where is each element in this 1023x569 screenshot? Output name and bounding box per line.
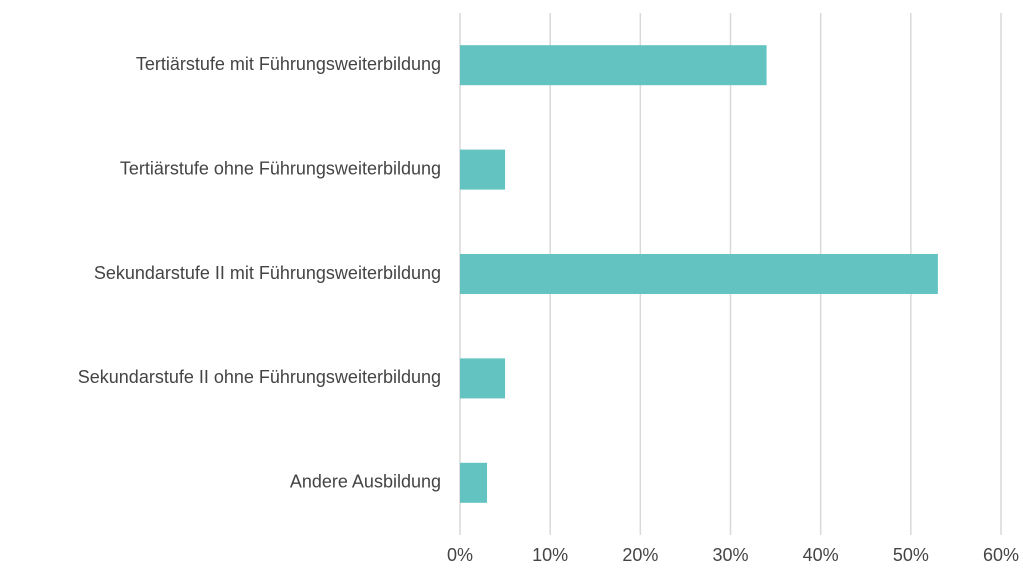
x-tick-label: 30% xyxy=(712,545,748,565)
x-tick-label: 50% xyxy=(893,545,929,565)
y-tick-label: Andere Ausbildung xyxy=(290,472,441,492)
bar xyxy=(460,358,506,399)
bar xyxy=(460,149,506,190)
x-tick-label: 20% xyxy=(622,545,658,565)
y-tick-label: Sekundarstufe II mit Führungsweiterbildu… xyxy=(94,263,441,283)
x-tick-label: 0% xyxy=(447,545,473,565)
y-tick-label: Tertiärstufe ohne Führungsweiterbildung xyxy=(120,158,441,178)
bar xyxy=(460,45,767,86)
x-tick-label: 10% xyxy=(532,545,568,565)
x-tick-label: 40% xyxy=(803,545,839,565)
y-tick-label: Tertiärstufe mit Führungsweiterbildung xyxy=(136,54,441,74)
bar xyxy=(460,462,488,503)
y-tick-label: Sekundarstufe II ohne Führungsweiterbild… xyxy=(78,367,441,387)
x-tick-label: 60% xyxy=(983,545,1019,565)
bar xyxy=(460,254,938,294)
